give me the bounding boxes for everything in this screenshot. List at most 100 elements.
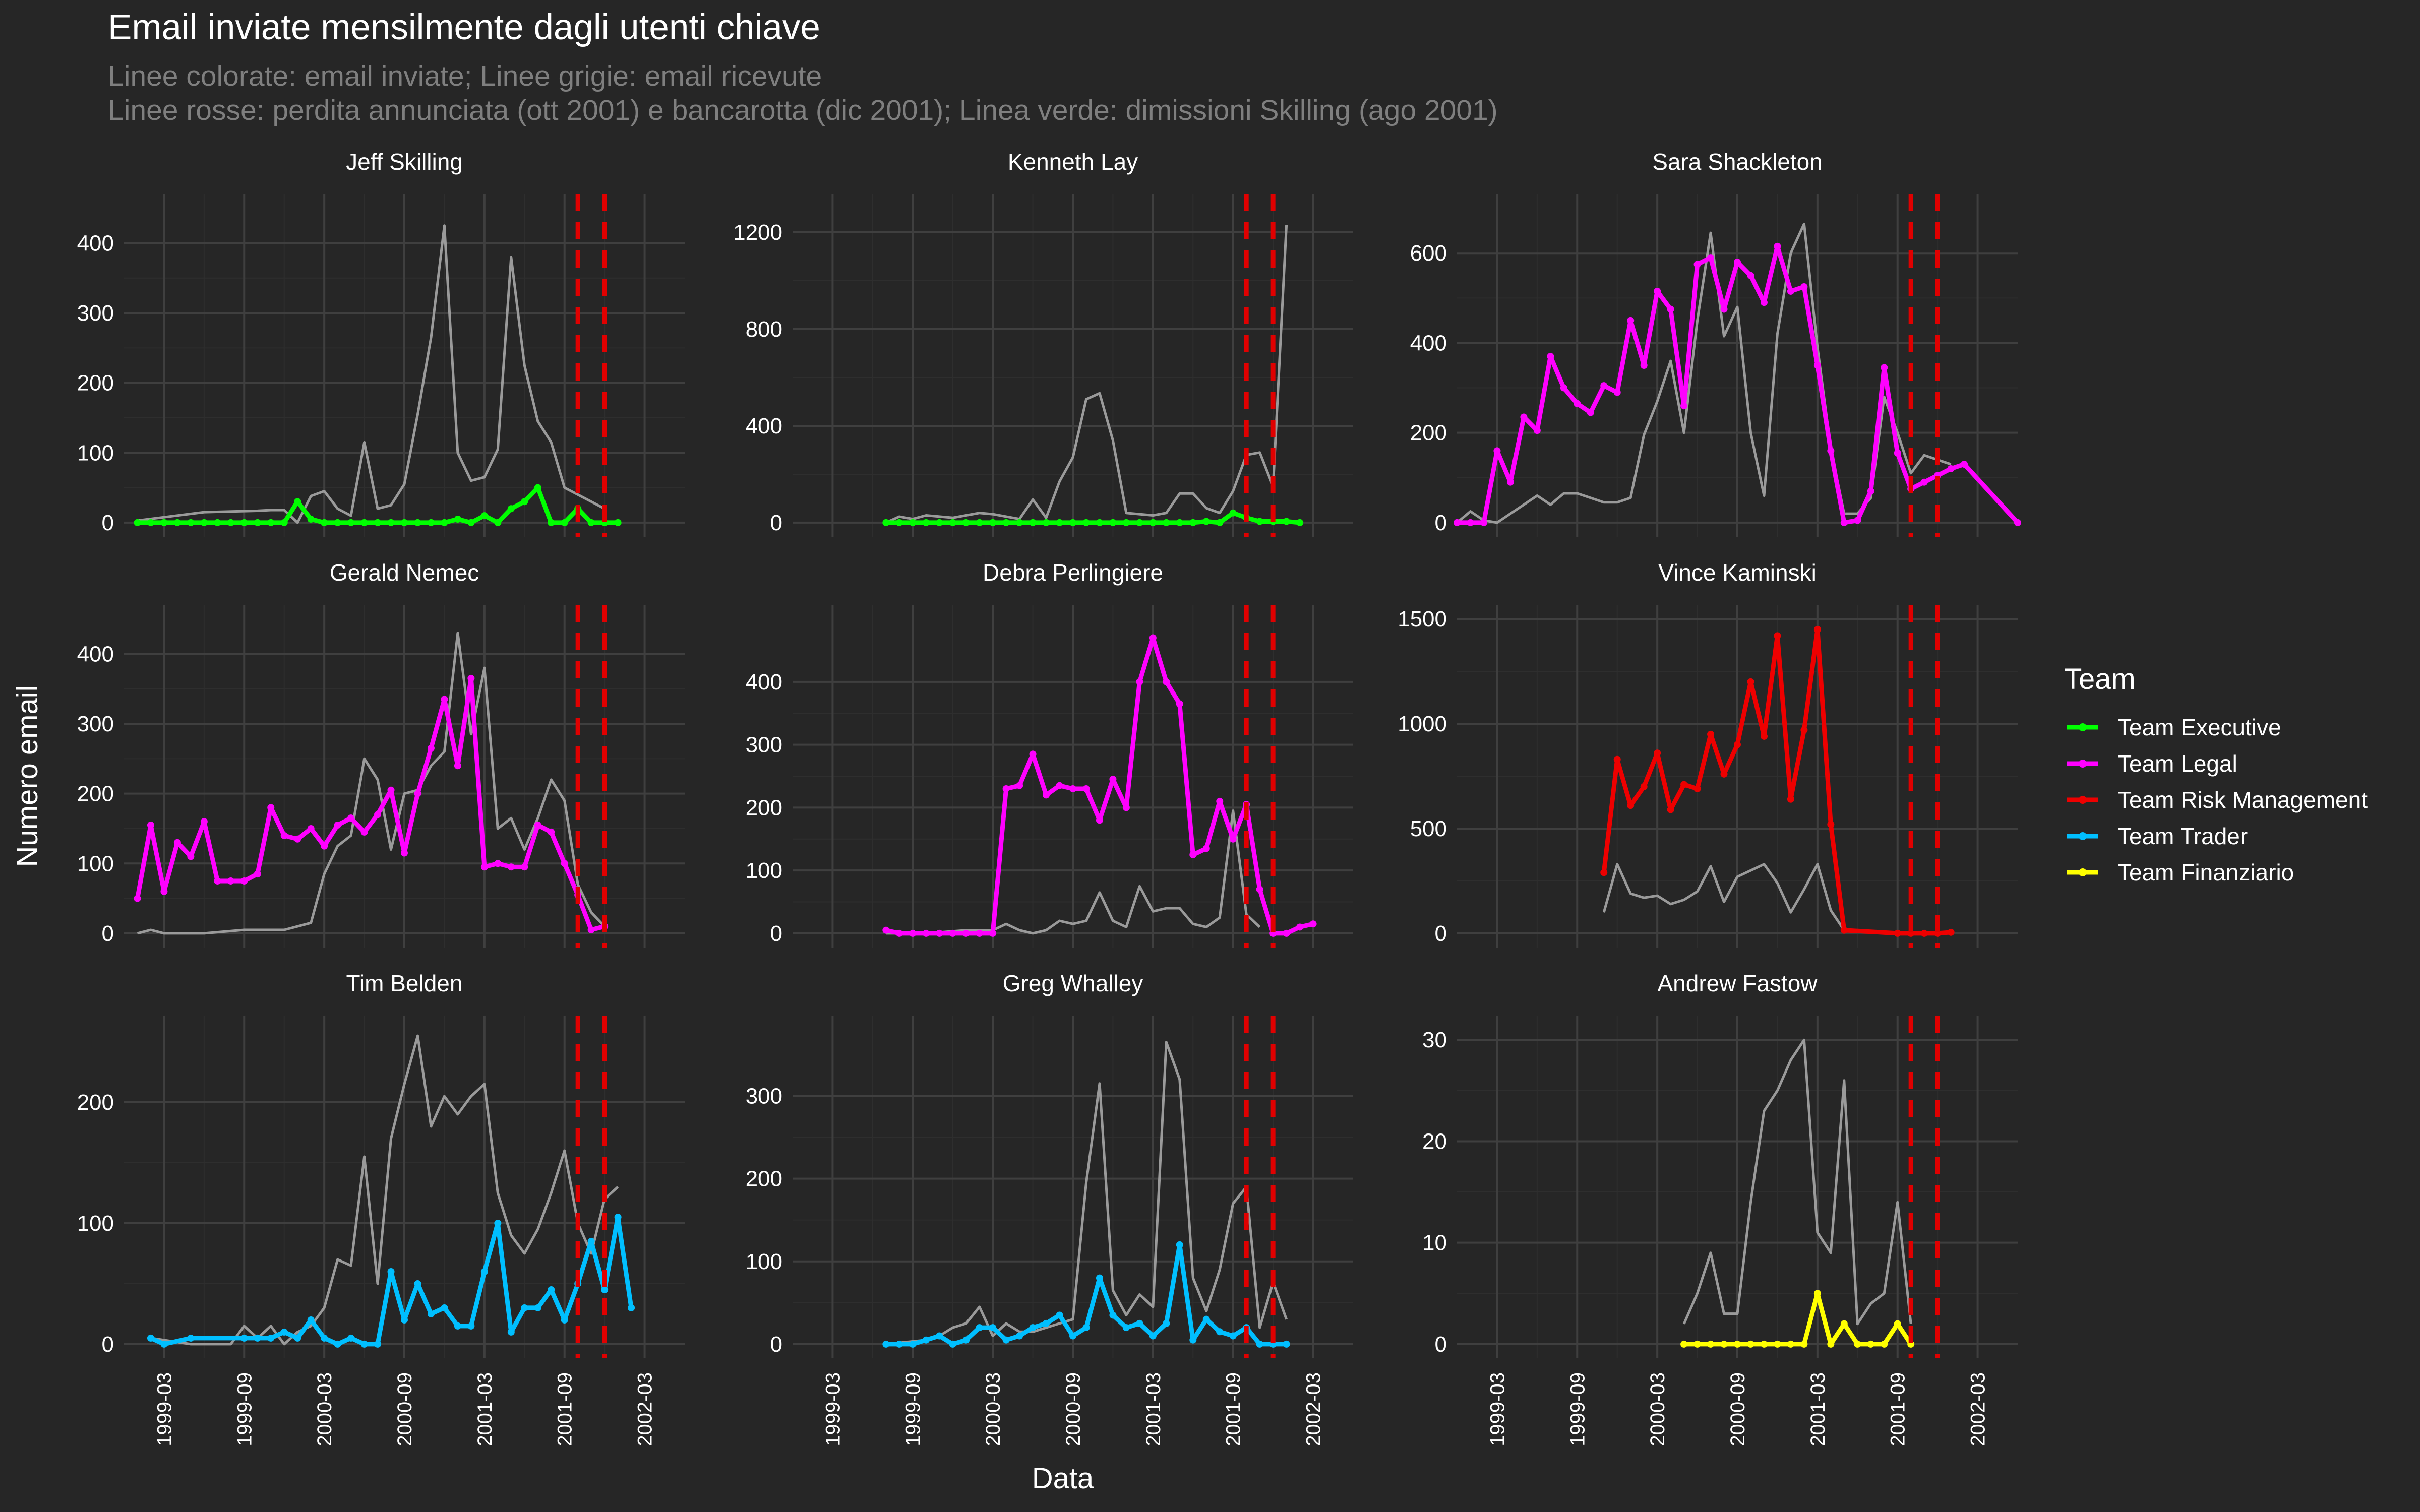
sent-point	[1506, 478, 1514, 486]
sent-point	[1947, 465, 1955, 472]
sent-point	[254, 870, 261, 878]
sent-point	[989, 929, 997, 937]
sent-point	[895, 519, 903, 526]
sent-point	[160, 888, 168, 895]
y-tick-label: 30	[1422, 1028, 1447, 1052]
sent-point	[1029, 750, 1037, 758]
sent-point	[267, 519, 275, 526]
sent-point	[134, 519, 141, 526]
sent-point	[601, 1286, 609, 1293]
sent-point	[1176, 1241, 1183, 1248]
sent-point	[521, 1304, 528, 1311]
y-tick-label: 0	[770, 1332, 782, 1357]
sent-point	[976, 929, 983, 937]
sent-point	[1296, 923, 1304, 931]
y-tick-label: 100	[746, 1249, 782, 1274]
sent-point	[1136, 1319, 1143, 1327]
sent-point	[534, 822, 541, 829]
sent-point	[414, 790, 421, 797]
sent-point	[1256, 518, 1263, 525]
sent-point	[1082, 785, 1090, 792]
x-tick-label: 2000-09	[1062, 1372, 1084, 1446]
sent-point	[1813, 1290, 1821, 1297]
sent-point	[1707, 1340, 1715, 1348]
sent-point	[1002, 519, 1010, 526]
y-tick-label: 500	[1410, 816, 1447, 841]
sent-point	[427, 519, 435, 526]
sent-point	[480, 1268, 488, 1275]
sent-point	[1787, 1340, 1794, 1348]
sent-point	[1894, 1320, 1901, 1328]
sent-point	[1574, 400, 1581, 407]
sent-point	[294, 498, 301, 506]
y-tick-label: 1500	[1398, 607, 1447, 632]
sent-point	[441, 696, 448, 703]
y-tick-label: 100	[77, 440, 114, 465]
sent-point	[467, 519, 475, 526]
sent-point	[374, 811, 382, 818]
sent-point	[1122, 1324, 1130, 1332]
sent-point	[949, 519, 956, 526]
y-tick-label: 0	[770, 921, 782, 946]
sent-point	[1854, 1340, 1861, 1348]
sent-point	[480, 863, 488, 871]
y-tick-label: 200	[77, 1090, 114, 1115]
y-tick-label: 400	[746, 670, 782, 695]
sent-point	[922, 519, 930, 526]
x-tick-label: 1999-09	[1566, 1372, 1589, 1446]
sent-point	[1800, 283, 1808, 291]
sent-point	[1680, 402, 1688, 410]
y-tick-label: 200	[1410, 421, 1447, 446]
y-tick-label: 100	[77, 1211, 114, 1236]
sent-point	[387, 1268, 395, 1275]
sent-point	[976, 1324, 983, 1332]
sent-point	[480, 512, 488, 520]
sent-point	[1680, 781, 1688, 788]
sent-point	[1056, 782, 1063, 789]
sent-point	[1283, 518, 1290, 525]
sent-point	[227, 877, 234, 885]
sent-point	[1016, 519, 1023, 526]
sent-point	[1096, 519, 1103, 526]
sent-point	[267, 1334, 275, 1342]
sent-point	[1827, 1340, 1835, 1348]
sent-point	[962, 519, 970, 526]
sent-point	[962, 929, 970, 937]
sent-point	[147, 519, 154, 526]
sent-point	[521, 498, 528, 506]
sent-point	[401, 849, 408, 857]
sent-point	[548, 828, 555, 836]
facet-panel: 0 100 200 300 400 Jeff Skilling	[77, 149, 685, 537]
sent-point	[1881, 364, 1888, 371]
x-tick-label: 2002-03	[1967, 1372, 1989, 1446]
x-axis-title: Data	[1032, 1462, 1094, 1495]
sent-point	[214, 519, 221, 526]
sent-point	[387, 786, 395, 794]
sent-point	[1176, 519, 1183, 526]
sent-point	[454, 762, 461, 770]
sent-series-line	[150, 1215, 634, 1347]
sent-point	[882, 519, 890, 526]
legend-label: Team Trader	[2118, 823, 2248, 849]
sent-point	[427, 1310, 435, 1317]
sent-point	[895, 1340, 903, 1348]
y-tick-label: 600	[1410, 241, 1447, 266]
sent-point	[1533, 427, 1541, 434]
sent-point	[173, 519, 181, 526]
y-tick-label: 1200	[733, 220, 782, 245]
sent-point	[1122, 519, 1130, 526]
received-series-line	[886, 809, 1261, 935]
sent-point	[1547, 353, 1554, 360]
y-tick-label: 300	[77, 712, 114, 736]
sent-point	[534, 1304, 541, 1311]
sent-point	[1760, 299, 1768, 306]
sent-point	[494, 860, 502, 867]
sent-series-line	[135, 676, 606, 932]
sent-point	[949, 929, 956, 937]
sent-point	[1283, 929, 1290, 937]
sent-point	[936, 519, 943, 526]
legend-label: Team Finanziario	[2118, 859, 2294, 886]
sent-point	[1720, 1340, 1728, 1348]
sent-point	[1069, 519, 1076, 526]
x-tick-label: 2001-09	[554, 1372, 576, 1446]
